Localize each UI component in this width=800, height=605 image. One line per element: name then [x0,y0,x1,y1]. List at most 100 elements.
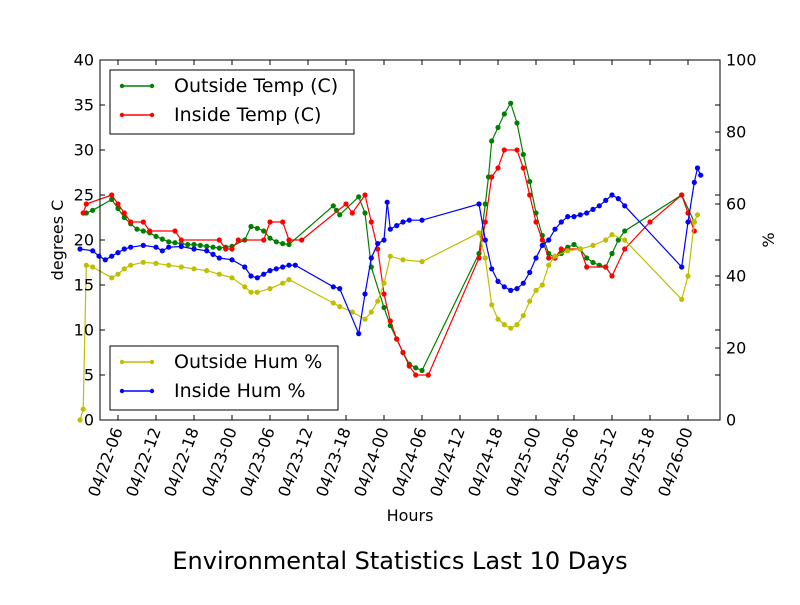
data-point-inside-temp-c [400,349,406,356]
data-point-inside-hum [128,244,134,250]
data-point-outside-temp-c [501,111,507,117]
data-point-outside-hum [330,300,336,306]
data-point-inside-hum [140,242,146,248]
data-point-outside-hum [489,302,495,308]
data-point-outside-hum [501,322,507,328]
data-point-outside-hum [204,268,210,274]
data-point-inside-hum [406,217,412,223]
legend-humidity-box [109,345,339,411]
data-point-inside-hum [273,266,279,272]
data-point-outside-temp-c [356,194,362,200]
data-point-inside-hum [577,212,583,218]
data-point-inside-hum [694,165,701,171]
data-point-outside-temp-c [622,228,628,234]
data-point-inside-temp-c [413,372,419,378]
data-point-inside-hum [166,244,172,250]
data-point-inside-temp-c [394,336,400,342]
data-point-inside-temp-c [679,192,685,198]
data-point-inside-hum [691,179,697,185]
series-inside-hum [77,165,704,337]
data-point-inside-temp-c [349,210,355,216]
legend-inside-hum-marker-2 [149,388,155,394]
data-point-inside-temp-c [527,192,533,198]
x-tick-label: 04/25-00 [502,425,545,499]
y-left-tick-label: 15 [74,276,94,295]
data-point-inside-temp-c [520,165,526,171]
data-point-inside-hum [254,275,260,281]
series-layer [77,100,704,423]
data-point-outside-temp-c [520,151,526,158]
data-point-inside-temp-c [603,264,609,270]
data-point-inside-hum [546,237,552,243]
data-point-inside-hum [584,210,590,216]
data-point-outside-hum [508,325,514,331]
series-outside-temp-c [83,100,697,374]
data-point-outside-temp-c [248,223,254,230]
y-left-tick-label: 5 [84,366,94,385]
data-point-outside-temp-c [584,255,590,261]
data-point-outside-temp-c [330,203,336,209]
y-left-tick-label: 25 [74,186,94,205]
data-point-outside-hum [77,417,83,423]
data-point-outside-hum [280,280,286,286]
data-point-inside-temp-c [647,219,653,225]
data-point-inside-hum [400,219,406,225]
data-point-outside-temp-c [381,304,387,311]
data-point-inside-hum [109,253,115,259]
data-point-outside-hum [546,262,552,268]
data-point-inside-temp-c [83,201,89,207]
data-point-outside-temp-c [413,365,419,371]
data-point-outside-hum [590,242,596,248]
data-point-inside-temp-c [533,219,539,225]
data-point-inside-temp-c [476,255,482,261]
y-left-tick-label: 35 [74,96,94,115]
data-point-outside-hum [495,316,501,322]
legend-outside-temp-label: Outside Temp (C) [174,75,338,97]
y-right-tick-label: 100 [726,51,757,70]
data-point-outside-hum [267,286,273,292]
data-point-inside-temp-c [546,255,552,261]
data-point-outside-hum [539,282,545,288]
data-point-outside-hum [622,237,628,243]
data-point-inside-hum [558,219,564,225]
data-point-outside-hum [242,284,248,290]
data-point-inside-temp-c [343,201,349,207]
data-point-outside-temp-c [210,244,216,250]
data-point-outside-temp-c [267,235,273,241]
x-axis-label: Hours [387,506,434,525]
data-point-outside-hum [419,259,425,265]
data-point-inside-hum [261,271,267,277]
data-point-inside-hum [539,242,545,248]
data-point-outside-temp-c [571,241,577,248]
y-right-tick-label: 80 [726,123,746,142]
data-point-outside-temp-c [166,239,172,245]
data-point-inside-hum [590,206,596,212]
data-point-outside-hum [248,289,254,295]
data-point-outside-hum [527,298,533,304]
y-left-tick-label: 0 [84,411,94,430]
legend-inside-temp-marker-1 [119,112,125,118]
x-tick-label: 04/23-12 [274,425,317,499]
data-point-outside-hum [109,275,115,281]
legend-outside-temp-marker-1 [119,83,125,89]
series-line-inside-hum [79,166,702,336]
data-point-inside-temp-c [280,219,286,225]
data-point-inside-hum [330,284,336,290]
series-outside-hum [77,212,701,423]
data-point-inside-hum [292,262,298,268]
data-point-inside-hum [685,219,691,225]
data-point-inside-temp-c [539,237,545,243]
x-tick-label: 04/23-00 [198,425,241,499]
data-point-outside-hum [166,262,172,268]
x-tick-label: 04/22-18 [160,425,203,499]
chart-title: Environmental Statistics Last 10 Days [172,547,627,575]
x-tick-label: 04/23-18 [312,425,355,499]
data-point-outside-hum [229,275,235,281]
series-line-outside-temp-c [86,101,695,372]
data-point-inside-temp-c [172,228,178,234]
left-axis: 0 5 10 15 20 25 30 35 40 [74,51,720,430]
data-point-outside-hum [400,257,406,263]
data-point-outside-hum [140,259,146,265]
data-point-inside-hum [501,284,507,290]
